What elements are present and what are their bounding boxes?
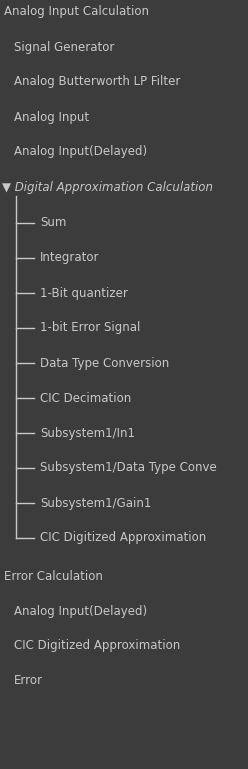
Text: Analog Input: Analog Input — [14, 111, 89, 124]
Text: Subsystem1/In1: Subsystem1/In1 — [40, 427, 135, 440]
Text: Signal Generator: Signal Generator — [14, 41, 114, 54]
Text: CIC Digitized Approximation: CIC Digitized Approximation — [40, 531, 206, 544]
Text: Analog Input Calculation: Analog Input Calculation — [4, 5, 149, 18]
Text: Analog Input(Delayed): Analog Input(Delayed) — [14, 604, 147, 618]
Text: Error Calculation: Error Calculation — [4, 570, 103, 582]
Text: 1-Bit quantizer: 1-Bit quantizer — [40, 287, 128, 299]
Text: Analog Butterworth LP Filter: Analog Butterworth LP Filter — [14, 75, 180, 88]
Text: CIC Digitized Approximation: CIC Digitized Approximation — [14, 640, 180, 653]
Text: ▼ Digital Approximation Calculation: ▼ Digital Approximation Calculation — [2, 181, 213, 195]
Text: Integrator: Integrator — [40, 251, 99, 265]
Text: CIC Decimation: CIC Decimation — [40, 391, 131, 404]
Text: Sum: Sum — [40, 217, 66, 229]
Text: Error: Error — [14, 674, 43, 687]
Text: 1-bit Error Signal: 1-bit Error Signal — [40, 321, 140, 335]
Text: Analog Input(Delayed): Analog Input(Delayed) — [14, 145, 147, 158]
Text: Data Type Conversion: Data Type Conversion — [40, 357, 169, 369]
Text: Subsystem1/Gain1: Subsystem1/Gain1 — [40, 497, 151, 510]
Text: Subsystem1/Data Type Conve: Subsystem1/Data Type Conve — [40, 461, 217, 474]
